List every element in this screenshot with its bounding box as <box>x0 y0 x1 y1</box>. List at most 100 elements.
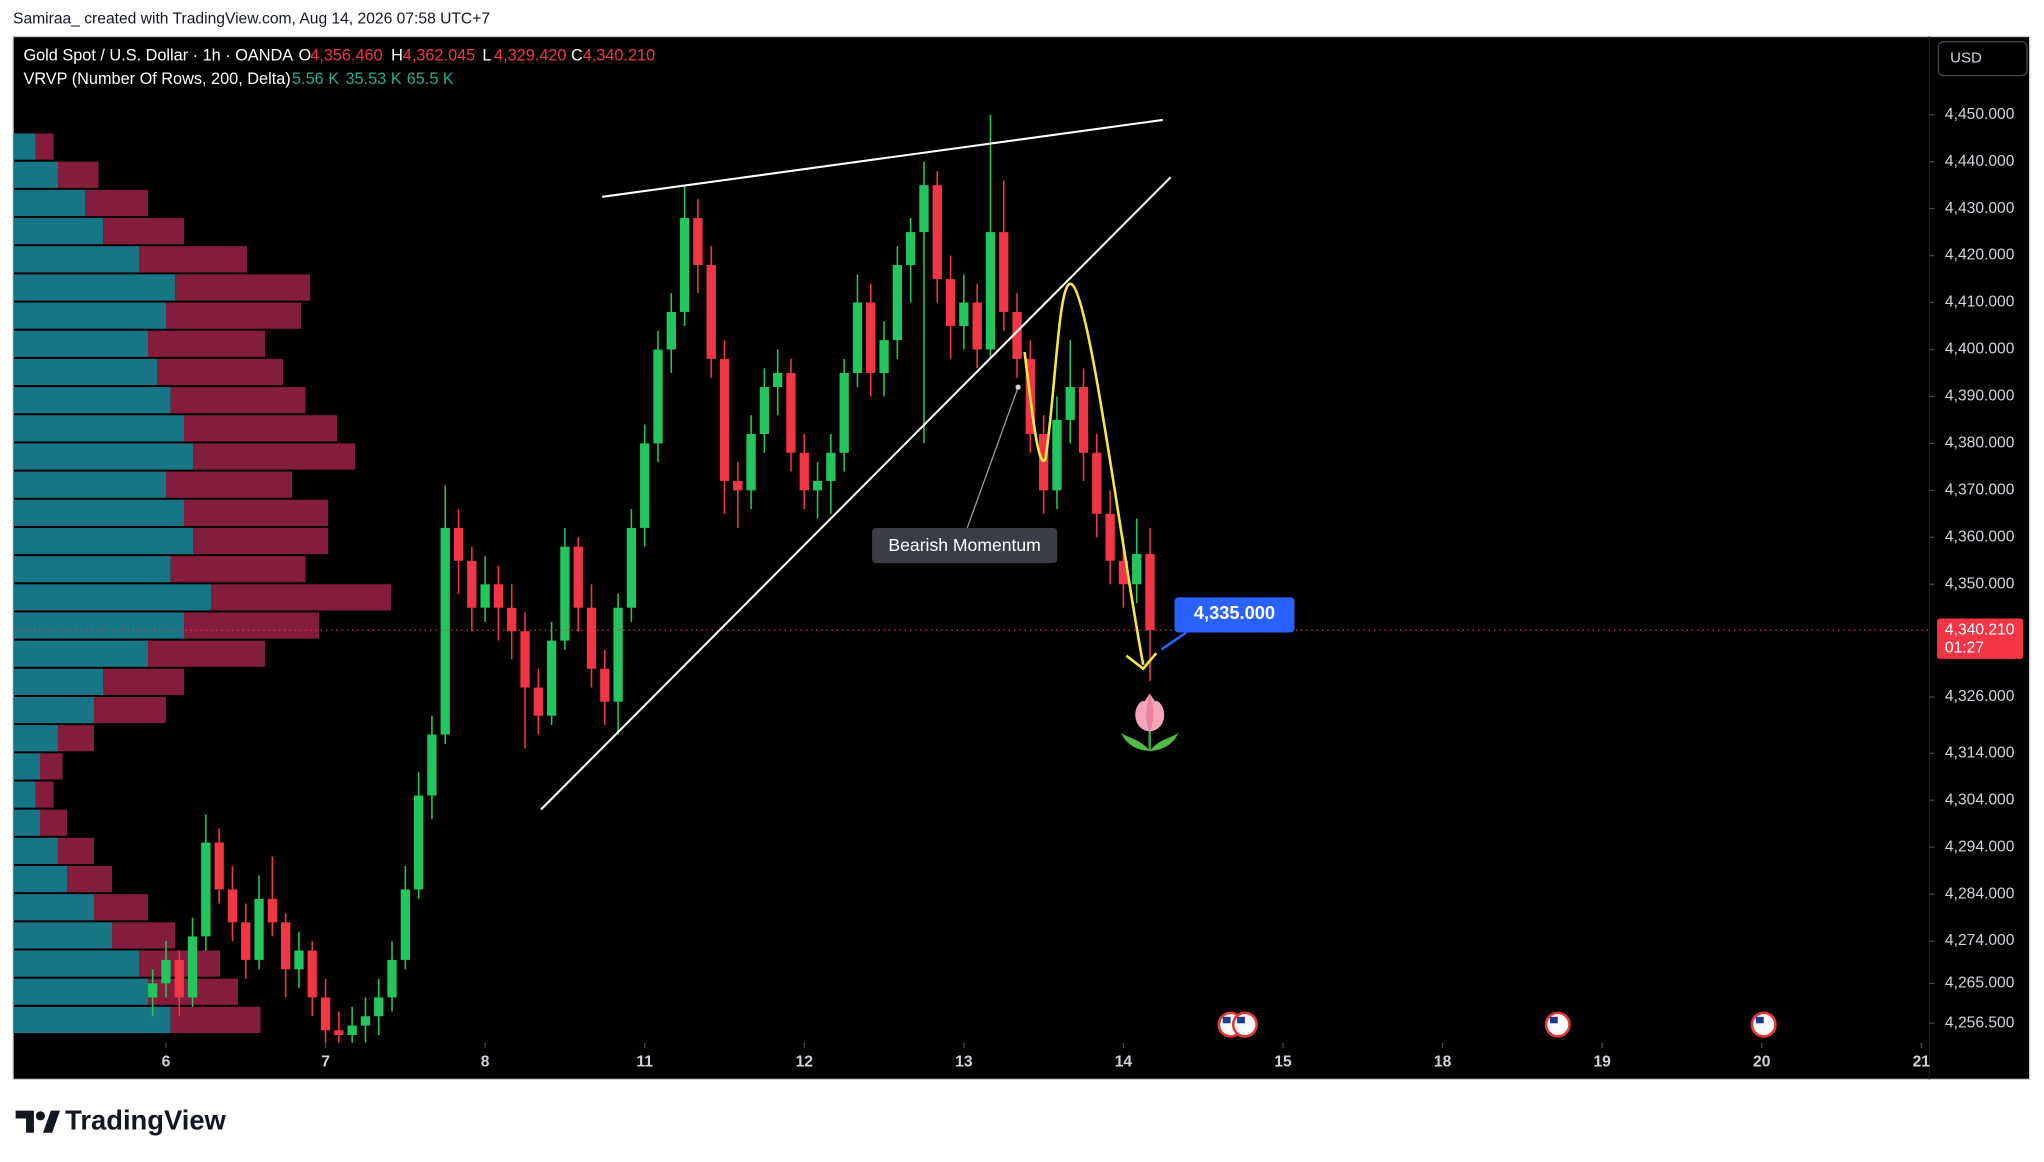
candle-body <box>533 687 543 716</box>
tulip-icon <box>1121 693 1179 751</box>
candle-body <box>307 950 317 998</box>
x-tick-label: 15 <box>1274 1054 1292 1071</box>
candle-body <box>679 218 690 312</box>
projection-arrow <box>1125 652 1158 671</box>
candle-body <box>600 668 610 702</box>
indicator-value: 5.56 K <box>292 70 339 88</box>
resistance-line <box>602 118 1163 198</box>
candle-body <box>507 607 517 632</box>
candle-body <box>1132 553 1142 585</box>
candle-body <box>653 349 663 444</box>
x-tick-label: 8 <box>481 1054 490 1071</box>
callout-box <box>872 527 1058 564</box>
y-tick-label: 4,440.000 <box>1945 153 2015 170</box>
x-tick-label: 12 <box>796 1054 814 1071</box>
candle-body <box>839 372 849 453</box>
header: Samiraa_ created with TradingView.com, A… <box>13 11 490 28</box>
candle-body <box>280 922 291 970</box>
profile-down <box>193 443 356 470</box>
ohlc-key: O <box>299 46 312 64</box>
candle-body <box>1065 387 1075 420</box>
support-trendline <box>540 176 1172 811</box>
currency-label[interactable]: USD <box>1950 50 1982 67</box>
candle-body <box>906 232 916 265</box>
profile-up <box>13 358 158 386</box>
y-tick-label: 4,390.000 <box>1945 388 2015 405</box>
candle-body <box>1145 553 1155 631</box>
profile-down <box>94 696 167 724</box>
candle-body <box>919 185 929 233</box>
profile-down <box>157 358 284 386</box>
y-tick-label: 4,400.000 <box>1945 341 2015 358</box>
profile-down <box>35 781 54 808</box>
profile-down <box>184 612 320 639</box>
profile-up <box>13 781 36 808</box>
profile-up <box>13 387 171 414</box>
ohlc-key: C <box>571 46 583 64</box>
candle-body <box>201 842 211 937</box>
candle-body <box>334 1030 344 1036</box>
currency-button[interactable] <box>1937 41 2028 77</box>
profile-down <box>103 218 185 245</box>
y-tick-label: 4,380.000 <box>1945 435 2015 452</box>
candle-body <box>560 546 570 641</box>
profile-down <box>184 499 329 526</box>
profile-up <box>13 894 95 921</box>
callout-anchor <box>1015 384 1021 390</box>
candle-body <box>360 1016 371 1026</box>
profile-up <box>13 950 140 977</box>
profile-up <box>13 612 185 639</box>
ohlc-value: 4,329.420 <box>494 46 566 64</box>
y-tick-label: 4,274.000 <box>1945 932 2015 949</box>
y-tick-label: 4,450.000 <box>1945 106 2015 123</box>
profile-up <box>13 471 167 498</box>
profile-down <box>35 133 54 160</box>
candle-body <box>374 997 384 1017</box>
x-tick-label: 13 <box>955 1054 973 1071</box>
candle-body <box>241 922 251 960</box>
candle-body <box>972 302 982 350</box>
profile-up <box>13 809 41 836</box>
profile-up <box>13 1006 171 1034</box>
ohlc-value: 4,362.045 <box>403 46 475 64</box>
ohlc-key: H <box>391 46 403 64</box>
candle-body <box>1078 387 1089 453</box>
y-tick-label: 4,410.000 <box>1945 294 2015 311</box>
profile-down <box>67 865 113 893</box>
x-tick-label: 18 <box>1434 1054 1452 1071</box>
projection-curve <box>1023 282 1145 666</box>
last-price-box <box>1937 618 2024 659</box>
indicator-value: 35.53 K <box>345 70 401 88</box>
candle-body <box>666 311 676 350</box>
profile-up <box>13 527 194 555</box>
last-price-label: 4,340.210 <box>1945 621 2015 638</box>
countdown-label: 01:27 <box>1945 640 1984 657</box>
profile-up <box>13 499 185 526</box>
profile-down <box>170 556 306 583</box>
profile-down <box>40 809 68 836</box>
candle-body <box>959 302 969 327</box>
profile-up <box>13 922 113 949</box>
candle-body <box>613 607 623 702</box>
candle-body <box>493 584 504 608</box>
candle-body <box>999 232 1009 312</box>
profile-up <box>13 696 95 724</box>
profile-up <box>13 302 167 329</box>
profile-up <box>13 189 86 217</box>
profile-up <box>13 443 194 470</box>
x-tick-label: 14 <box>1115 1054 1133 1071</box>
profile-down <box>103 668 185 695</box>
profile-up <box>13 725 59 752</box>
legend: O 4,356.460 H 4,362.045 L 4,329.420 C 4,340.210… <box>292 46 655 87</box>
profile-down <box>94 894 149 921</box>
candle-body <box>773 372 783 388</box>
profile-down <box>139 246 248 273</box>
profile-down <box>170 387 306 414</box>
profile-down <box>166 302 302 329</box>
candle-body <box>826 452 836 481</box>
profile-down <box>148 640 266 667</box>
profile-down <box>58 837 95 865</box>
profile-down <box>58 161 99 188</box>
profile-up <box>13 837 59 865</box>
